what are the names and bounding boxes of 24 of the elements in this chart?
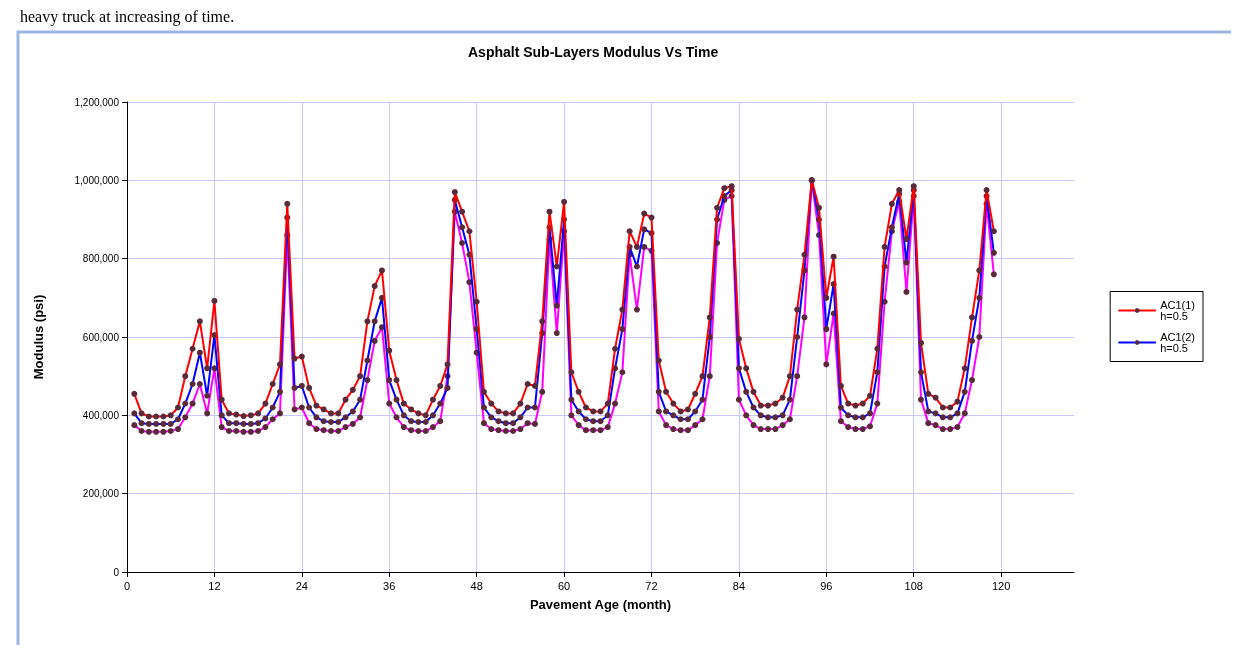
x-tick-label: 60 xyxy=(557,579,571,592)
x-tick-label: 120 xyxy=(991,579,1011,592)
x-tick-label: 48 xyxy=(470,579,483,592)
x-tick-label: 24 xyxy=(295,579,308,592)
x-tick-label: 84 xyxy=(732,579,746,592)
text: heavy truck at increasing of time. xyxy=(20,7,235,26)
x-tick-label: 0 xyxy=(123,579,131,592)
y-axis-title: Modulus (psi) xyxy=(31,294,46,380)
x-tick-label: 96 xyxy=(820,579,833,592)
x-tick-label: 108 xyxy=(904,579,923,592)
x-tick-label: 36 xyxy=(383,579,396,592)
legend-label: AC1(1) h=0.5 xyxy=(1160,299,1195,322)
x-axis-title: Pavement Age (month) xyxy=(529,597,672,612)
chart-title: Asphalt Sub-Layers Modulus Vs Time xyxy=(468,44,719,60)
y-tick-label: 0 xyxy=(113,566,120,578)
legend-label: AC1(2) h=0.5 xyxy=(1160,331,1195,354)
y-tick-label: 400,000 xyxy=(82,409,120,421)
y-tick-label: 200,000 xyxy=(82,488,120,500)
x-tick-label: 72 xyxy=(645,579,658,592)
y-tick-label: 600,000 xyxy=(82,331,120,343)
y-tick-label: 1,000,000 xyxy=(74,174,120,186)
x-tick-label: 12 xyxy=(208,579,221,592)
y-tick-label: 1,200,000 xyxy=(74,96,120,108)
y-tick-label: 800,000 xyxy=(82,253,120,265)
